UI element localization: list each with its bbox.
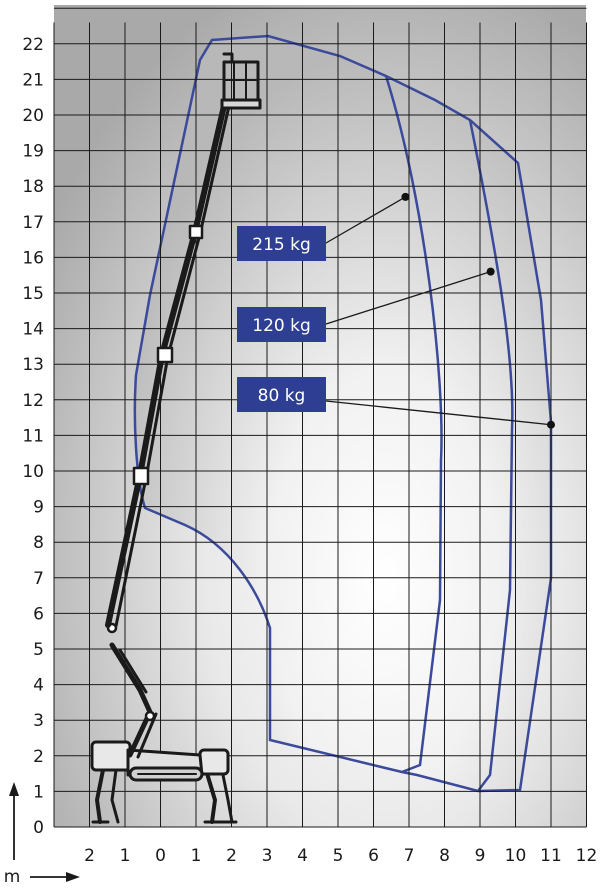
x-tick-label: 7 xyxy=(404,846,415,866)
load-label-80kg: 80 kg xyxy=(237,377,326,412)
load-label-120kg: 120 kg xyxy=(237,307,326,342)
outer-envelope xyxy=(133,34,553,793)
y-tick-label: 10 xyxy=(22,462,44,482)
x-tick-label: 12 xyxy=(576,846,598,866)
y-tick-label: 7 xyxy=(33,569,44,589)
y-tick-label: 19 xyxy=(22,142,44,162)
y-tick-label: 12 xyxy=(22,391,44,411)
y-tick-label: 4 xyxy=(33,676,44,696)
y-tick-label: 16 xyxy=(22,248,44,268)
y-tick-label: 8 xyxy=(33,533,44,553)
y-tick-label: 15 xyxy=(22,284,44,304)
x-tick-label: 2 xyxy=(84,846,95,866)
leader-line xyxy=(325,400,552,426)
x-tick-label: 2 xyxy=(226,846,237,866)
leader-line xyxy=(325,271,491,325)
y-tick-label: 11 xyxy=(22,426,44,446)
x-tick-label: 5 xyxy=(333,846,344,866)
load-label-215kg-text: 215 kg xyxy=(252,235,311,255)
load-leader-lines xyxy=(325,192,555,429)
y-tick-label: 13 xyxy=(22,355,44,375)
y-tick-label: 21 xyxy=(22,70,44,90)
leader-line xyxy=(325,196,406,244)
y-tick-label: 5 xyxy=(33,640,44,660)
load-point-dot xyxy=(547,420,555,429)
x-axis-tick-labels: 2 1 0 1 2 3 4 5 6 7 8 9 10 11 12 xyxy=(84,846,597,866)
y-tick-label: 6 xyxy=(33,604,44,624)
y-tick-label: 14 xyxy=(22,320,44,340)
y-tick-label: 2 xyxy=(33,747,44,767)
inner-boundary-120kg xyxy=(468,119,514,792)
load-point-dot xyxy=(486,267,495,276)
x-tick-label: 1 xyxy=(191,846,202,866)
x-tick-label: 6 xyxy=(368,846,379,866)
envelope-layer xyxy=(133,34,553,793)
x-tick-label: 8 xyxy=(439,846,450,866)
x-tick-label: 3 xyxy=(262,846,273,866)
y-tick-label: 20 xyxy=(22,106,44,126)
inner-boundary-215kg xyxy=(384,75,443,774)
spider-lift-machine-icon xyxy=(90,52,262,824)
x-tick-label: 11 xyxy=(540,846,562,866)
x-tick-label: 10 xyxy=(505,846,527,866)
load-label-120kg-text: 120 kg xyxy=(252,316,311,336)
y-tick-label: 18 xyxy=(22,177,44,197)
y-tick-label: 3 xyxy=(33,711,44,731)
load-label-215kg: 215 kg xyxy=(237,226,326,261)
load-point-dot xyxy=(401,192,410,201)
y-tick-label: 1 xyxy=(33,782,44,802)
axis-arrows xyxy=(9,782,80,882)
x-tick-label: 9 xyxy=(475,846,486,866)
x-tick-label: 4 xyxy=(297,846,308,866)
y-tick-label: 0 xyxy=(33,818,44,838)
y-tick-label: 17 xyxy=(22,213,44,233)
unit-label: m xyxy=(4,867,21,887)
y-tick-label: 22 xyxy=(22,35,44,55)
load-label-80kg-text: 80 kg xyxy=(258,386,306,406)
x-tick-label: 0 xyxy=(155,846,166,866)
x-tick-label: 1 xyxy=(120,846,131,866)
y-tick-label: 9 xyxy=(33,498,44,518)
